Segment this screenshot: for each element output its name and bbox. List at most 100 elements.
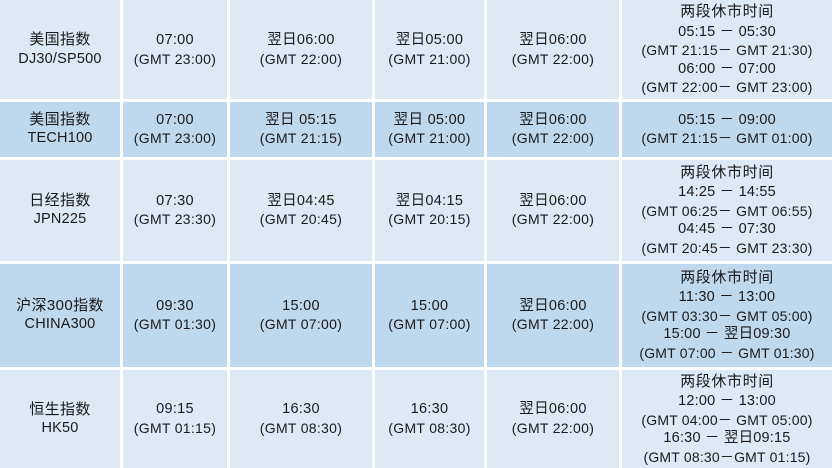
cell-open-time-gmt: (GMT 23:30) (133, 211, 217, 228)
index-code: CHINA300 (24, 316, 96, 333)
cell-open-time-gmt: (GMT 23:00) (133, 50, 217, 67)
break-line: 14:25 － 14:55 (678, 184, 776, 201)
cell-restart-time-gmt: (GMT 22:00) (511, 50, 595, 67)
cell-restart-time-local: 翌日06:00 (519, 192, 587, 209)
cell-close-time-local: 15:00 (282, 297, 320, 314)
cell-open-time: 07:00 (GMT 23:00) (123, 101, 230, 160)
cell-settlement-time: 15:00 (GMT 07:00) (375, 263, 487, 370)
cell-close-time: 翌日 05:15 (GMT 21:15) (230, 101, 375, 160)
cell-index: 沪深300指数 CHINA300 (0, 263, 123, 370)
cell-restart-time: 翌日06:00 (GMT 22:00) (487, 369, 622, 468)
table-row: 美国指数 DJ30/SP500 07:00 (GMT 23:00) 翌日06:00 (GM… (0, 0, 832, 102)
index-name: 恒生指数 (29, 400, 91, 418)
break-line: (GMT 04:00－ GMT 05:00) (641, 411, 813, 428)
table-row: 沪深300指数 CHINA300 09:30 (GMT 01:30) 15:00 (GMT… (0, 263, 832, 370)
cell-open-time: 07:00 (GMT 23:00) (123, 0, 230, 102)
cell-break-time: 两段休市时间 12:00 － 13:00 (GMT 04:00－ GMT 05:00… (622, 369, 832, 468)
cell-break-time: 两段休市时间 11:30 － 13:00 (GMT 03:30－ GMT 05:00… (622, 263, 832, 370)
break-title: 两段休市时间 (680, 163, 774, 181)
cell-close-time-local: 翌日06:00 (267, 31, 335, 48)
cell-close-time-gmt: (GMT 20:45) (259, 211, 343, 228)
cell-settlement-time: 翌日04:15 (GMT 20:15) (375, 159, 487, 264)
cell-close-time: 16:30 (GMT 08:30) (230, 369, 375, 468)
cell-restart-time: 翌日06:00 (GMT 22:00) (487, 263, 622, 370)
table-row: 美国指数 TECH100 07:00 (GMT 23:00) 翌日 05:15 (GMT … (0, 101, 832, 160)
cell-open-time: 09:15 (GMT 01:15) (123, 369, 230, 468)
break-title: 两段休市时间 (680, 268, 774, 286)
index-code: DJ30/SP500 (18, 50, 102, 67)
index-name: 美国指数 (29, 110, 91, 128)
cell-close-time-local: 翌日 05:15 (265, 111, 337, 128)
break-line: 04:45 － 07:30 (678, 221, 776, 238)
cell-close-time: 翌日06:00 (GMT 22:00) (230, 0, 375, 102)
cell-open-time: 07:30 (GMT 23:30) (123, 159, 230, 264)
break-line: 06:00 － 07:00 (678, 60, 776, 77)
break-line: (GMT 07:00 － GMT 01:30) (639, 345, 815, 362)
index-code: TECH100 (27, 130, 93, 147)
cell-close-time-local: 16:30 (282, 401, 320, 418)
break-line: (GMT 20:45－ GMT 23:30) (641, 240, 813, 257)
cell-close-time-gmt: (GMT 08:30) (259, 420, 343, 437)
cell-close-time: 翌日04:45 (GMT 20:45) (230, 159, 375, 264)
index-code: HK50 (41, 420, 79, 437)
index-name: 日经指数 (29, 191, 91, 209)
index-name: 沪深300指数 (16, 296, 104, 314)
index-name: 美国指数 (29, 31, 91, 49)
cell-restart-time-local: 翌日06:00 (519, 297, 587, 314)
cell-settlement-time-gmt: (GMT 21:00) (388, 130, 471, 147)
cell-index: 恒生指数 HK50 (0, 369, 123, 468)
index-code: JPN225 (33, 211, 87, 228)
break-title: 两段休市时间 (680, 3, 774, 20)
table-row: 日经指数 JPN225 07:30 (GMT 23:30) 翌日04:45 (GMT 20… (0, 159, 832, 264)
cell-break-time: 两段休市时间 14:25 － 14:55 (GMT 06:25－ GMT 06:55… (622, 159, 832, 264)
cell-open-time-gmt: (GMT 01:30) (133, 316, 217, 333)
cell-restart-time-gmt: (GMT 22:00) (511, 316, 595, 333)
cell-restart-time: 翌日06:00 (GMT 22:00) (487, 159, 622, 264)
cell-settlement-time-local: 翌日05:00 (395, 31, 464, 48)
cell-close-time-gmt: (GMT 22:00) (259, 50, 343, 67)
cell-settlement-time-gmt: (GMT 07:00) (388, 316, 471, 333)
cell-break-time: 两段休市时间 05:15 － 05:30 (GMT 21:15－ GMT 21:30… (622, 0, 832, 102)
cell-settlement-time-local: 翌日 05:00 (393, 111, 466, 128)
cell-restart-time: 翌日06:00 (GMT 22:00) (487, 101, 622, 160)
break-line: 05:15 － 09:00 (678, 111, 776, 128)
break-line: (GMT 03:30－ GMT 05:00) (641, 308, 813, 325)
cell-close-time-gmt: (GMT 21:15) (259, 130, 343, 147)
cell-break-time: 05:15 － 09:00 (GMT 21:15－ GMT 01:00) (622, 101, 832, 160)
cell-index: 美国指数 DJ30/SP500 (0, 0, 123, 102)
break-line: 12:00 － 13:00 (678, 393, 776, 410)
cell-open-time-gmt: (GMT 23:00) (133, 130, 217, 147)
cell-open-time-local: 07:00 (156, 31, 194, 48)
cell-open-time-local: 09:15 (156, 401, 194, 418)
break-title: 两段休市时间 (680, 372, 774, 390)
cell-index: 美国指数 TECH100 (0, 101, 123, 160)
cell-settlement-time-local: 翌日04:15 (395, 192, 464, 209)
cell-open-time: 09:30 (GMT 01:30) (123, 263, 230, 370)
cell-settlement-time-gmt: (GMT 21:00) (388, 50, 471, 67)
cell-restart-time-gmt: (GMT 22:00) (511, 130, 595, 147)
cell-restart-time-local: 翌日06:00 (519, 401, 587, 418)
cell-settlement-time-local: 16:30 (410, 401, 449, 418)
cell-open-time-gmt: (GMT 01:15) (133, 420, 217, 437)
cell-close-time: 15:00 (GMT 07:00) (230, 263, 375, 370)
break-line: 11:30 － 13:00 (678, 289, 776, 306)
break-line: (GMT 22:00－ GMT 23:00) (641, 79, 813, 96)
break-line: 15:00 － 翌日09:30 (663, 326, 791, 343)
break-line: 05:15 － 05:30 (678, 23, 776, 40)
cell-restart-time: 翌日06:00 (GMT 22:00) (487, 0, 622, 102)
cell-close-time-local: 翌日04:45 (267, 192, 335, 209)
cell-settlement-time-gmt: (GMT 08:30) (388, 420, 471, 437)
break-line: (GMT 21:15－ GMT 21:30) (641, 42, 813, 59)
table-row: 恒生指数 HK50 09:15 (GMT 01:15) 16:30 (GMT 08:30)… (0, 369, 832, 468)
cell-restart-time-gmt: (GMT 22:00) (511, 211, 595, 228)
cell-open-time-local: 09:30 (156, 297, 194, 314)
cell-settlement-time-local: 15:00 (410, 297, 449, 314)
cell-settlement-time: 翌日 05:00 (GMT 21:00) (375, 101, 487, 160)
break-line: 16:30 － 翌日09:15 (663, 430, 791, 447)
cell-restart-time-gmt: (GMT 22:00) (511, 420, 595, 437)
cell-settlement-time: 翌日05:00 (GMT 21:00) (375, 0, 487, 102)
cell-open-time-local: 07:00 (156, 111, 194, 128)
cell-restart-time-local: 翌日06:00 (519, 31, 587, 48)
